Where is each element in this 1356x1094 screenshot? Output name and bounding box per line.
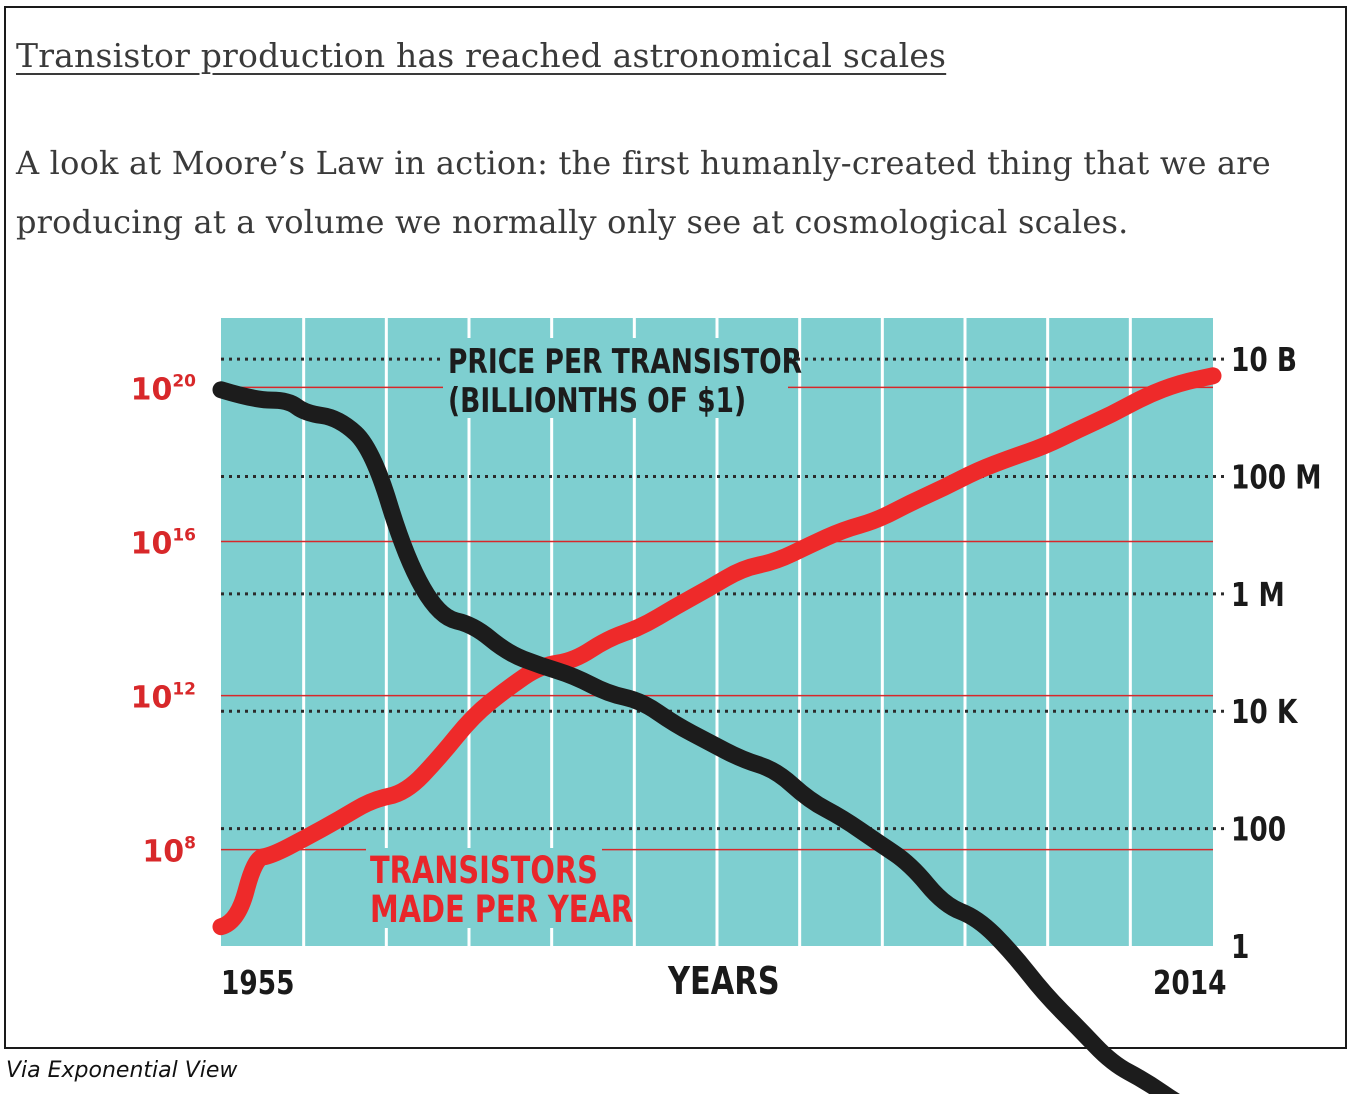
- series-layer: [212, 367, 1222, 1094]
- left-tick-label: 1020: [131, 371, 197, 407]
- right-tick-label: 10 B: [1231, 341, 1297, 380]
- page-title: Transistor production has reached astron…: [16, 36, 947, 75]
- left-tick-label: 108: [142, 834, 196, 870]
- transistors-series-label-line-2: MADE PER YEAR: [370, 887, 633, 930]
- right-tick-label: 100: [1231, 811, 1286, 850]
- right-tick-label: 1: [1231, 928, 1249, 967]
- left-tick-label: 1012: [131, 680, 196, 716]
- price-series-label-line-2: (BILLIONTHS OF $1): [448, 382, 746, 421]
- left-tick-label: 1016: [131, 525, 196, 561]
- left-axis-ticks: 1020 1016 1012 108: [131, 371, 197, 869]
- price-per-transistor-line: [212, 381, 1180, 1094]
- x-tick-label-start: 1955: [221, 964, 294, 1003]
- transistors-series-label-line-1: TRANSISTORS: [370, 848, 598, 891]
- page-subtitle: A look at Moore’s Law in action: the fir…: [16, 144, 1271, 241]
- source-caption: Via Exponential View: [6, 1058, 238, 1083]
- transistors-label-backdrop: [366, 848, 602, 928]
- vertical-gridlines: [302, 318, 1132, 946]
- right-axis-ticks: 10 B 100 M 1 M 10 K 100 1: [1231, 341, 1322, 967]
- x-tick-label-end: 2014: [1153, 964, 1226, 1003]
- price-label-backdrop: [443, 338, 788, 418]
- x-axis-label: YEARS: [667, 960, 779, 1004]
- transistors-made-per-year-line: [212, 367, 1222, 936]
- right-tick-label: 1 M: [1231, 576, 1285, 615]
- right-tick-label: 100 M: [1231, 459, 1322, 498]
- price-series-label-line-1: PRICE PER TRANSISTOR: [448, 343, 802, 382]
- right-tick-label: 10 K: [1231, 693, 1299, 732]
